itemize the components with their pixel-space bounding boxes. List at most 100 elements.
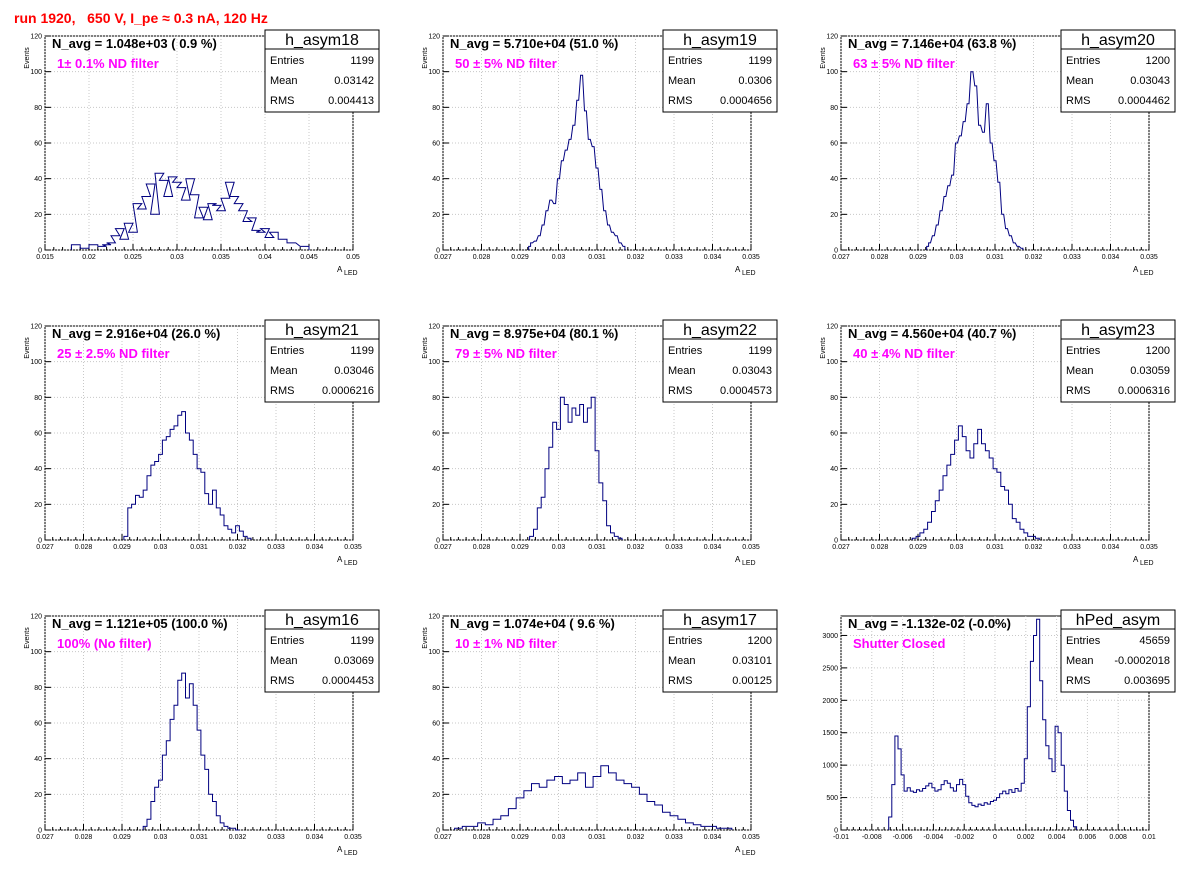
stats-key: Entries [668, 55, 703, 67]
histogram-bin [929, 783, 932, 830]
histogram-bin [957, 785, 960, 830]
histogram-bin [1005, 490, 1009, 540]
histogram-bin [1020, 529, 1024, 540]
x-tick-label: 0.03 [154, 544, 168, 551]
histogram-bin [216, 508, 220, 540]
x-tick-label: 0.027 [36, 834, 54, 841]
histogram-bin [178, 415, 182, 540]
navg-label: N_avg = 1.121e+05 (100.0 %) [52, 616, 228, 631]
x-tick-label: -0.01 [833, 834, 849, 841]
stats-value: 1200 [748, 635, 772, 647]
histogram-bin [608, 225, 610, 250]
histogram-bin [997, 472, 1001, 540]
y-tick-label: 1000 [822, 763, 838, 770]
x-axis-title-sub: LED [742, 270, 756, 277]
y-tick-label: 80 [830, 395, 838, 402]
stats-value: 0.00125 [732, 675, 772, 687]
histogram-bin [478, 823, 486, 830]
y-tick-label: 120 [30, 614, 42, 621]
stats-key: Entries [270, 345, 305, 357]
histogram-bin [943, 476, 947, 540]
histogram-bin [947, 465, 951, 540]
x-tick-label: 0.035 [212, 254, 230, 261]
histogram-bin [944, 197, 946, 251]
histogram-panel-h-asym19: 0.027 0.028 0.029 0.03 0.031 0.032 0.033 0.034 0… [422, 29, 778, 277]
x-tick-label: 0.029 [909, 254, 927, 261]
stats-key: Entries [270, 635, 305, 647]
histogram-bin [186, 433, 190, 540]
x-tick-label: 0.027 [832, 544, 850, 551]
y-tick-label: 0 [38, 538, 42, 545]
histogram-bin [974, 444, 978, 540]
histogram-bin [529, 246, 531, 250]
histogram-bin [1015, 788, 1018, 830]
x-tick-label: 0.032 [627, 834, 645, 841]
x-tick-label: 0.028 [473, 834, 491, 841]
x-tick-label: 0.015 [36, 254, 54, 261]
y-tick-label: 80 [34, 105, 42, 112]
histogram-bin [151, 465, 155, 540]
histogram-name: h_asym17 [683, 612, 757, 629]
y-tick-label: 40 [830, 466, 838, 473]
histogram-bin [938, 790, 941, 830]
stats-value: 0.003695 [1124, 675, 1170, 687]
histogram-bin [994, 161, 996, 250]
y-tick-label: 100 [428, 359, 440, 366]
x-tick-label: 0.027 [36, 544, 54, 551]
histogram-bin [603, 501, 607, 540]
histogram-name: h_asym16 [285, 612, 359, 629]
x-tick-label: 0.029 [113, 834, 131, 841]
histogram-panel-h-asym17: 0.027 0.028 0.029 0.03 0.031 0.032 0.033 0.034 0… [422, 609, 778, 857]
histogram-bin [982, 132, 984, 250]
filter-label: 63 ± 5% ND filter [853, 56, 955, 71]
filter-label: 10 ± 1% ND filter [455, 636, 557, 651]
histogram-bin [587, 408, 591, 540]
histogram-name: h_asym20 [1081, 32, 1155, 49]
histogram-bin [970, 458, 974, 540]
histogram-bin [247, 538, 251, 540]
y-tick-label: 100 [428, 649, 440, 656]
x-tick-label: 0.031 [588, 254, 606, 261]
stats-key: RMS [270, 95, 294, 107]
y-tick-label: 80 [34, 395, 42, 402]
histogram-bin [931, 511, 935, 540]
histogram-bin [1030, 661, 1033, 830]
filter-label: 1± 0.1% ND filter [57, 56, 159, 71]
histogram-bin [686, 823, 694, 830]
histogram-bin [547, 780, 555, 830]
histogram-bin [577, 100, 579, 250]
histogram-bin [604, 211, 606, 250]
y-axis-title: Events [820, 337, 827, 359]
x-axis-title-sub: LED [742, 850, 756, 857]
histogram-bin [1001, 487, 1005, 541]
x-tick-label: 0.033 [1063, 254, 1081, 261]
histogram-bin [1052, 772, 1055, 830]
histogram-bin [929, 243, 931, 250]
x-tick-label: 0.029 [909, 544, 927, 551]
histogram-bin [186, 698, 190, 830]
histogram-bin [193, 454, 197, 540]
histogram-bin [581, 75, 583, 250]
y-tick-label: 60 [432, 141, 440, 148]
histogram-bin [948, 186, 950, 250]
histogram-bin [554, 204, 556, 250]
y-axis-title: Events [422, 337, 429, 359]
histogram-bin [701, 826, 709, 830]
histogram-bin [910, 791, 913, 830]
histogram-bin [232, 533, 236, 540]
histogram-bin [201, 472, 205, 540]
x-tick-label: 0.033 [267, 544, 285, 551]
histogram-bin [1012, 519, 1016, 540]
histogram-bin [596, 168, 598, 250]
stats-value: 0.0004656 [720, 95, 772, 107]
histogram-bin [982, 444, 986, 540]
histogram-bin [455, 828, 463, 830]
histogram-bin [978, 429, 982, 540]
histogram-panel-h-asym16: 0.027 0.028 0.029 0.03 0.031 0.032 0.033 0.034 0… [24, 609, 380, 857]
x-tick-label: 0.032 [229, 834, 247, 841]
y-tick-label: 60 [34, 721, 42, 728]
histogram-bin [693, 825, 701, 830]
histogram-bin [216, 816, 220, 830]
histogram-bin [147, 476, 151, 540]
histogram-bin [989, 458, 993, 540]
